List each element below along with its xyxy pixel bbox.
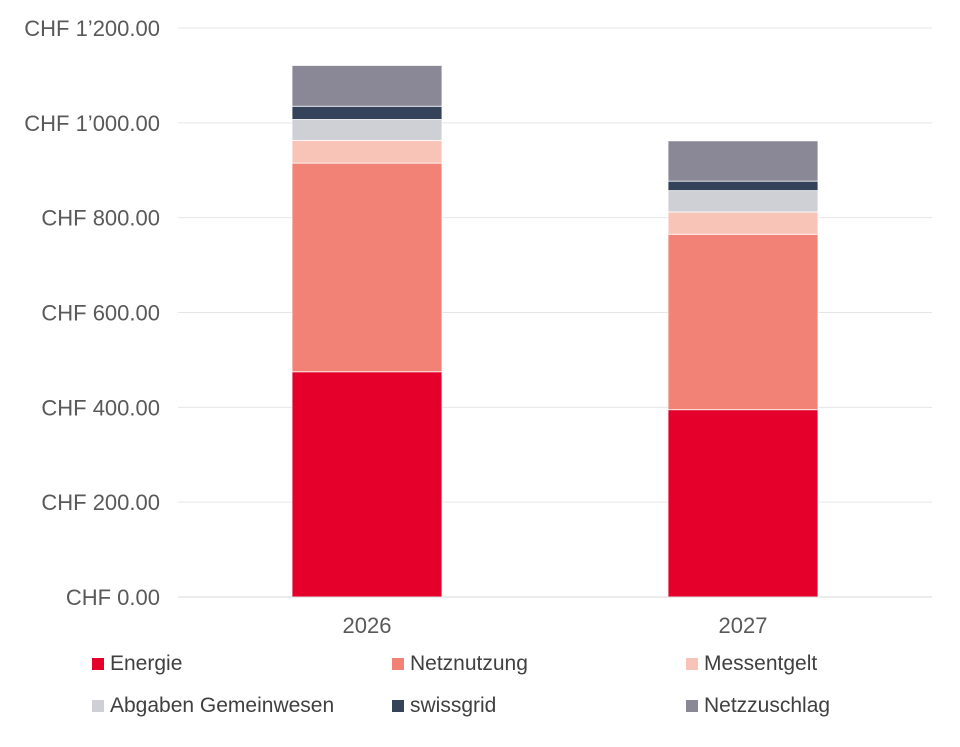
bar-segment-abgaben-gemeinwesen-2026 bbox=[291, 119, 443, 141]
gridlines bbox=[178, 27, 932, 503]
legend-swatch bbox=[392, 658, 404, 670]
bar-segment-netznutzung-2026 bbox=[291, 162, 443, 373]
bar-segment-netznutzung-2027 bbox=[667, 233, 819, 411]
y-tick-label: CHF 600.00 bbox=[41, 301, 160, 326]
bar-segment-swissgrid-2027 bbox=[667, 180, 819, 192]
x-tick-label: 2026 bbox=[343, 613, 392, 638]
legend-label: Messentgelt bbox=[704, 652, 817, 675]
legend-swatch bbox=[92, 700, 104, 712]
x-tick-label: 2027 bbox=[719, 613, 768, 638]
bar-segment-swissgrid-2026 bbox=[291, 105, 443, 120]
legend-swatch bbox=[686, 658, 698, 670]
y-tick-label: CHF 200.00 bbox=[41, 490, 160, 515]
bar-segment-messentgelt-2027 bbox=[667, 211, 819, 235]
bar-segment-netzzuschlag-2026 bbox=[291, 65, 443, 107]
legend-item-netzzuschlag: Netzzuschlag bbox=[686, 694, 830, 717]
legend-label: Netzzuschlag bbox=[704, 694, 830, 717]
bar-segment-energie-2026 bbox=[291, 371, 443, 598]
bar-segment-energie-2027 bbox=[667, 409, 819, 598]
legend-item-netznutzung: Netznutzung bbox=[392, 652, 528, 675]
bar-segment-messentgelt-2026 bbox=[291, 139, 443, 164]
legend: Energie Netznutzung Messentgelt Abgaben Gem… bbox=[92, 652, 830, 717]
y-axis-tick-labels: CHF 0.00 CHF 200.00 CHF 400.00 CHF 600.00 CH… bbox=[24, 16, 160, 610]
legend-item-abgaben-gemeinwesen: Abgaben Gemeinwesen bbox=[92, 694, 334, 717]
legend-item-energie: Energie bbox=[92, 652, 182, 675]
legend-label: Energie bbox=[110, 652, 182, 675]
legend-swatch bbox=[392, 700, 404, 712]
y-tick-label: CHF 1’200.00 bbox=[24, 16, 160, 41]
legend-label: swissgrid bbox=[410, 694, 496, 717]
y-tick-label: CHF 800.00 bbox=[41, 206, 160, 231]
y-tick-label: CHF 0.00 bbox=[66, 585, 160, 610]
y-tick-label: CHF 1’000.00 bbox=[24, 111, 160, 136]
legend-swatch bbox=[92, 658, 104, 670]
bar-segment-netzzuschlag-2027 bbox=[667, 140, 819, 182]
legend-label: Netznutzung bbox=[410, 652, 528, 675]
legend-swatch bbox=[686, 700, 698, 712]
x-axis-tick-labels: 2026 2027 bbox=[343, 613, 768, 638]
y-tick-label: CHF 400.00 bbox=[41, 395, 160, 420]
legend-item-swissgrid: swissgrid bbox=[392, 694, 496, 717]
bars bbox=[291, 65, 819, 598]
legend-item-messentgelt: Messentgelt bbox=[686, 652, 817, 675]
legend-label: Abgaben Gemeinwesen bbox=[110, 694, 334, 717]
bar-segment-abgaben-gemeinwesen-2027 bbox=[667, 190, 819, 213]
